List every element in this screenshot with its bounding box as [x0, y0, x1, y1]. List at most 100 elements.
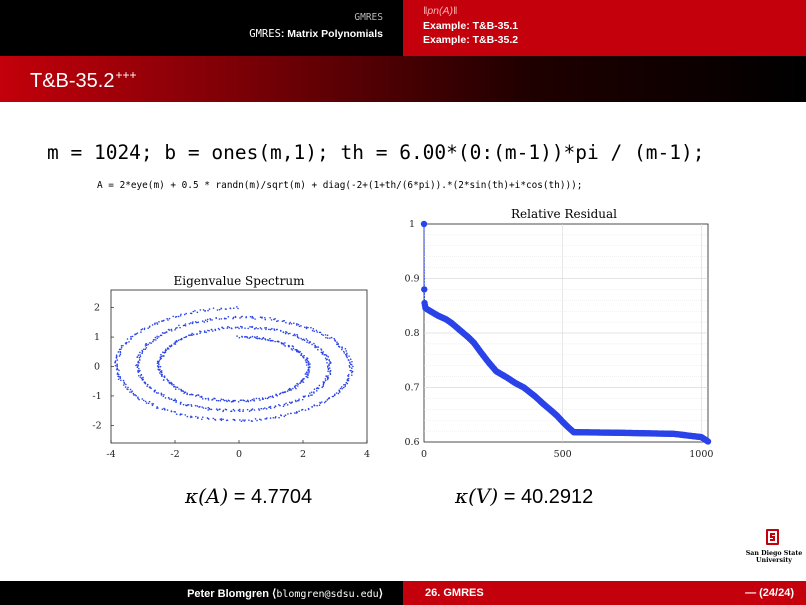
eigenvalue-point — [251, 335, 254, 338]
eigenvalue-point — [290, 348, 293, 350]
eigenvalue-point — [131, 335, 134, 338]
eig-xtick-label: -2 — [170, 449, 179, 460]
eigenvalue-point — [158, 360, 161, 362]
eigenvalue-point — [272, 396, 275, 399]
eigenvalue-point — [247, 400, 250, 403]
nav-section-matrix-polynomials[interactable]: GMRES: Matrix Polynomials — [249, 28, 383, 40]
eigenvalue-point — [307, 374, 309, 377]
nav-subsection-example-35-1[interactable]: Example: T&B-35.1 — [423, 20, 519, 32]
eigenvalue-point — [307, 407, 310, 410]
eigenvalue-point — [204, 310, 207, 312]
eigenvalue-point — [308, 371, 310, 374]
eigenvalue-point — [249, 399, 252, 402]
eigenvalue-point — [182, 390, 185, 393]
eigenvalue-point — [145, 402, 148, 404]
eigenvalue-point — [202, 407, 205, 409]
eigenvalue-point — [322, 334, 324, 337]
eigenvalue-point — [282, 331, 285, 333]
eigenvalue-point — [184, 414, 187, 416]
eigenvalue-point — [260, 407, 263, 410]
eigenvalue-point — [208, 407, 211, 410]
eigenvalue-point — [306, 364, 308, 366]
eigenvalue-point — [306, 339, 309, 342]
residual-xtick-label: 0 — [421, 449, 427, 460]
eigenvalue-point — [194, 404, 197, 407]
eigenvalue-point — [195, 415, 197, 418]
eigenvalue-point — [327, 370, 329, 373]
eigenvalue-point — [323, 401, 326, 404]
eigenvalue-point — [308, 366, 311, 368]
footer-email[interactable]: blomgren@sdsu.edu — [276, 589, 379, 600]
eigenvalue-point — [194, 320, 197, 323]
eigenvalue-point — [220, 307, 222, 310]
nav-subsection-example-35-2[interactable]: Example: T&B-35.2 — [423, 34, 519, 46]
eigenvalue-point — [251, 317, 253, 319]
eigenvalue-point — [164, 348, 167, 351]
eigenvalue-point — [218, 318, 221, 320]
eigenvalue-point — [190, 393, 193, 396]
eigenvalue-point — [190, 312, 193, 315]
eigenvalue-point — [137, 364, 140, 366]
eigenvalue-point — [305, 327, 308, 330]
eigenvalue-point — [305, 326, 308, 329]
eigenvalue-point — [238, 327, 240, 330]
eigenvalue-point — [290, 388, 292, 391]
nav-section-gmres[interactable]: GMRES — [354, 12, 383, 23]
eigenvalue-point — [265, 328, 267, 331]
eigenvalue-point — [309, 341, 312, 343]
footer: Peter Blomgren ⟨blomgren@sdsu.edu⟩ 26. G… — [0, 581, 806, 605]
eigenvalue-point — [265, 417, 268, 420]
eigenvalue-point — [237, 409, 240, 412]
eigenvalue-point — [174, 343, 177, 345]
eigenvalue-point — [299, 382, 302, 384]
eigenvalue-point — [119, 376, 122, 378]
eigenvalue-point — [347, 379, 350, 382]
eigenvalue-point — [275, 394, 277, 396]
eigenvalue-point — [155, 392, 158, 394]
eigenvalue-point — [293, 322, 295, 324]
eigenvalue-point — [307, 361, 310, 363]
eigenvalue-point — [304, 409, 307, 411]
eigenvalue-point — [313, 392, 315, 394]
eigenvalue-point — [350, 367, 353, 369]
eigenvalue-point — [269, 316, 271, 319]
eig-xtick-label: -4 — [106, 449, 115, 460]
eigenvalue-point — [173, 343, 175, 345]
eigenvalue-point — [118, 348, 121, 351]
eigenvalue-point — [298, 337, 300, 339]
eigenvalue-point — [289, 332, 291, 335]
eigenvalue-point — [136, 366, 139, 369]
eigenvalue-point — [256, 335, 258, 338]
eigenvalue-point — [328, 367, 331, 369]
eigenvalue-point — [160, 353, 162, 356]
eigenvalue-point — [156, 365, 159, 367]
eigenvalue-point — [259, 316, 262, 318]
eigenvalue-point — [269, 407, 272, 410]
eigenvalue-point — [345, 355, 348, 358]
eigenvalue-point — [156, 335, 158, 338]
eigenvalue-point — [238, 336, 241, 339]
eigenvalue-point — [196, 333, 198, 335]
eigenvalue-point — [215, 317, 217, 319]
eigenvalue-point — [156, 322, 158, 324]
eigenvalue-point — [217, 399, 220, 402]
eigenvalue-point — [351, 360, 353, 363]
eigenvalue-point — [320, 333, 323, 336]
footer-section[interactable]: 26. GMRES — [425, 587, 484, 599]
eigenvalue-point — [243, 420, 246, 422]
residual-point — [704, 438, 712, 445]
eigenvalue-point — [293, 333, 296, 336]
kappa-v-label: κ(V) — [455, 484, 499, 508]
eigenvalue-point — [297, 351, 300, 353]
eigenvalue-point — [272, 339, 274, 342]
nav-subsection-pn-norm[interactable]: ‖pn(A)‖ — [423, 5, 458, 17]
eigenvalue-point — [338, 389, 340, 391]
eigenvalue-point — [346, 382, 349, 385]
eigenvalue-point — [326, 399, 329, 401]
eigenvalue-point — [296, 333, 298, 336]
eigenvalue-point — [199, 330, 201, 333]
eigenvalue-point — [208, 329, 210, 332]
eigenvalue-point — [183, 324, 186, 327]
eigenvalue-point — [255, 337, 258, 339]
eigenvalue-point — [199, 396, 201, 398]
